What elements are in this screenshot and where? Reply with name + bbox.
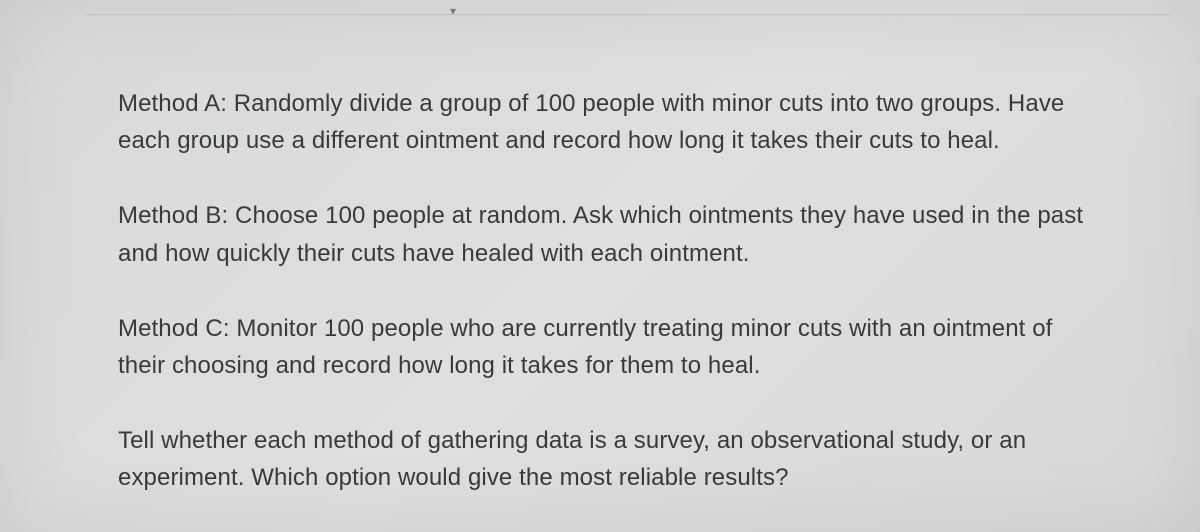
paragraph-method-a: Method A: Randomly divide a group of 100…: [118, 85, 1098, 159]
paragraph-method-c: Method C: Monitor 100 people who are cur…: [118, 310, 1098, 384]
question-body: Method A: Randomly divide a group of 100…: [118, 85, 1098, 497]
paragraph-question: Tell whether each method of gathering da…: [118, 422, 1098, 496]
paragraph-method-b: Method B: Choose 100 people at random. A…: [118, 197, 1098, 271]
top-border-line: [85, 14, 1170, 15]
dropdown-indicator-icon: ▾: [450, 4, 456, 18]
